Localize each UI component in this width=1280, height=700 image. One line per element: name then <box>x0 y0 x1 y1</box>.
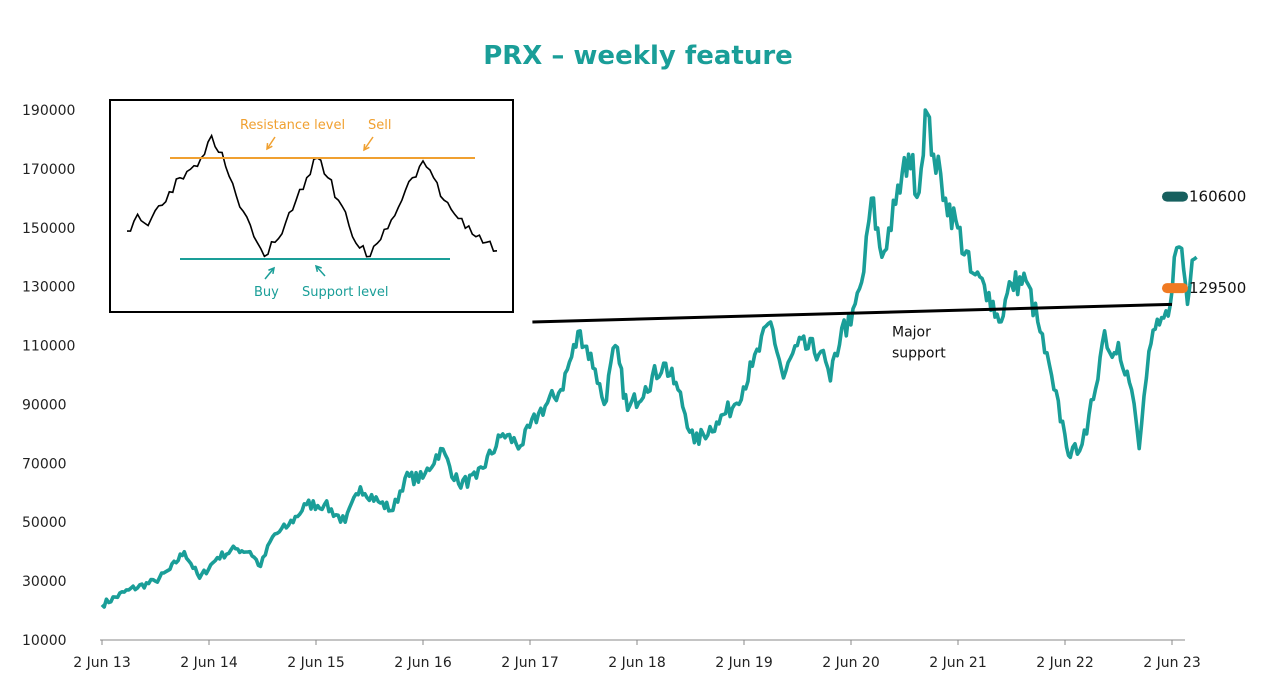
y-tick-label: 170000 <box>22 162 75 178</box>
value-tag-label: 160600 <box>1189 188 1246 206</box>
value-tag-marker <box>1162 283 1188 294</box>
value-tag-label: 129500 <box>1189 279 1246 297</box>
value-tags: 160600 129500 <box>1162 188 1246 297</box>
x-tick-label: 2 Jun 18 <box>608 655 666 671</box>
x-tick-label: 2 Jun 13 <box>73 655 131 671</box>
resistance-arrow <box>266 136 276 150</box>
resistance-label: Resistance level <box>240 118 345 133</box>
y-tick-label: 110000 <box>22 339 75 355</box>
y-tick-label: 90000 <box>22 397 67 413</box>
support-label: Support level <box>302 285 388 300</box>
plot-area: Major support <box>100 108 1198 609</box>
sell-arrow-head <box>363 143 370 152</box>
support-arrow-head <box>314 264 322 273</box>
inset-frame <box>109 99 514 313</box>
y-tick-label: 130000 <box>22 280 75 296</box>
x-tick-label: 2 Jun 21 <box>929 655 987 671</box>
y-tick-label: 50000 <box>22 515 67 531</box>
inset-price-line <box>127 133 498 258</box>
x-tick-label: 2 Jun 20 <box>822 655 880 671</box>
buy-arrow <box>264 267 275 280</box>
support-arrow <box>315 265 326 277</box>
buy-label: Buy <box>254 285 279 300</box>
x-tick-label: 2 Jun 16 <box>394 655 452 671</box>
major-support-line <box>532 302 1173 324</box>
x-tick-label: 2 Jun 14 <box>180 655 238 671</box>
price-series-line <box>100 108 1198 609</box>
value-tag-marker <box>1162 191 1188 202</box>
y-tick-label: 30000 <box>22 574 67 590</box>
y-axis: 190000 170000 150000 130000 110000 90000 70000… <box>22 103 75 649</box>
sell-label: Sell <box>368 118 391 133</box>
inset-diagram: Resistance level Sell Buy Support level <box>109 99 514 313</box>
y-tick-label: 70000 <box>22 456 67 472</box>
resistance-arrow-head <box>266 142 273 151</box>
x-axis: 2 Jun 13 2 Jun 14 2 Jun 15 2 Jun 16 2 Jun 17… <box>73 639 1201 671</box>
x-tick-label: 2 Jun 22 <box>1036 655 1094 671</box>
x-tick-label: 2 Jun 23 <box>1143 655 1201 671</box>
x-tick-label: 2 Jun 19 <box>715 655 773 671</box>
sell-arrow <box>363 136 374 151</box>
x-tick-label: 2 Jun 17 <box>501 655 559 671</box>
buy-arrow-head <box>268 266 275 275</box>
y-tick-label: 10000 <box>22 633 67 649</box>
x-tick-label: 2 Jun 15 <box>287 655 345 671</box>
y-tick-label: 150000 <box>22 221 75 237</box>
y-tick-label: 190000 <box>22 103 75 119</box>
chart-title: PRX – weekly feature <box>483 41 793 71</box>
major-support-annotation: Major <box>892 325 931 341</box>
major-support-annotation: support <box>892 346 946 362</box>
